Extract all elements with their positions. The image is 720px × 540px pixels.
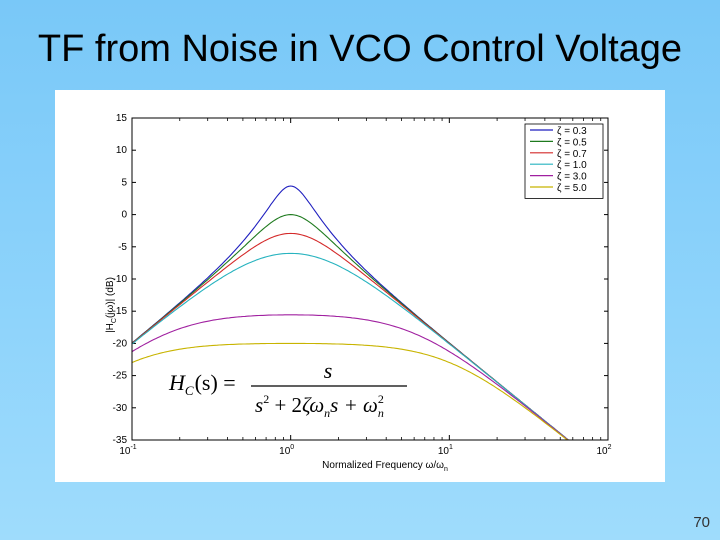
y-tick-label: -10	[113, 274, 128, 285]
transfer-function-formula: HC(s) = s s2 + 2ζωns + ω2 n	[168, 358, 407, 420]
y-tick-label: 0	[121, 210, 127, 221]
y-tick-label: -5	[118, 242, 127, 253]
series-line-5	[131, 342, 608, 441]
legend-entry: ζ = 1.0	[557, 160, 587, 171]
y-tick-labels: 15 10 5 0 -5 -10 -15 -20 -25 -30 -35	[113, 113, 128, 446]
slide-title: TF from Noise in VCO Control Voltage	[37, 28, 683, 70]
y-tick-label: -30	[113, 403, 128, 414]
series-line-3	[131, 252, 608, 441]
legend-box	[524, 123, 604, 199]
legend-entry: ζ = 0.5	[557, 137, 587, 148]
x-tick-label: 100	[279, 444, 294, 457]
x-tick-label: 102	[596, 444, 611, 457]
y-tick-label: 5	[121, 177, 127, 188]
legend-entry: ζ = 5.0	[557, 183, 587, 194]
figure-panel: 15 10 5 0 -5 -10 -15 -20 -25 -30 -35 10-1 100 101 102…	[55, 90, 665, 482]
y-tick-label: 10	[116, 145, 128, 156]
formula-numerator: s	[324, 358, 333, 383]
x-tick-label: 10-1	[119, 444, 136, 457]
bode-magnitude-chart: 15 10 5 0 -5 -10 -15 -20 -25 -30 -35 10-1 100 101 102…	[105, 113, 612, 473]
y-tick-label: 15	[116, 113, 128, 124]
y-tick-label: -25	[113, 371, 128, 382]
plot-frame	[131, 117, 609, 441]
x-tick-label: 101	[438, 444, 453, 457]
series-layer	[131, 185, 608, 441]
x-tick-labels: 10-1 100 101 102	[119, 444, 611, 457]
legend: ζ = 0.3ζ = 0.5ζ = 0.7ζ = 1.0ζ = 3.0ζ = 5…	[524, 123, 604, 199]
legend-entry: ζ = 0.7	[557, 149, 587, 160]
page-number: 70	[693, 514, 710, 531]
x-axis-label: Normalized Frequency ω/ωn	[322, 460, 448, 473]
series-line-4	[131, 314, 608, 441]
formula-denominator: s2 + 2ζωns + ω2 n	[255, 392, 384, 420]
y-tick-label: -35	[113, 435, 128, 446]
legend-entry: ζ = 3.0	[557, 172, 587, 183]
legend-entry: ζ = 0.3	[557, 126, 587, 137]
y-tick-label: -15	[113, 306, 128, 317]
svg-text:HC(s) =: HC(s) =	[168, 370, 236, 398]
y-tick-label: -20	[113, 338, 128, 349]
y-axis-label: |HC(jω)| (dB)	[105, 277, 118, 333]
